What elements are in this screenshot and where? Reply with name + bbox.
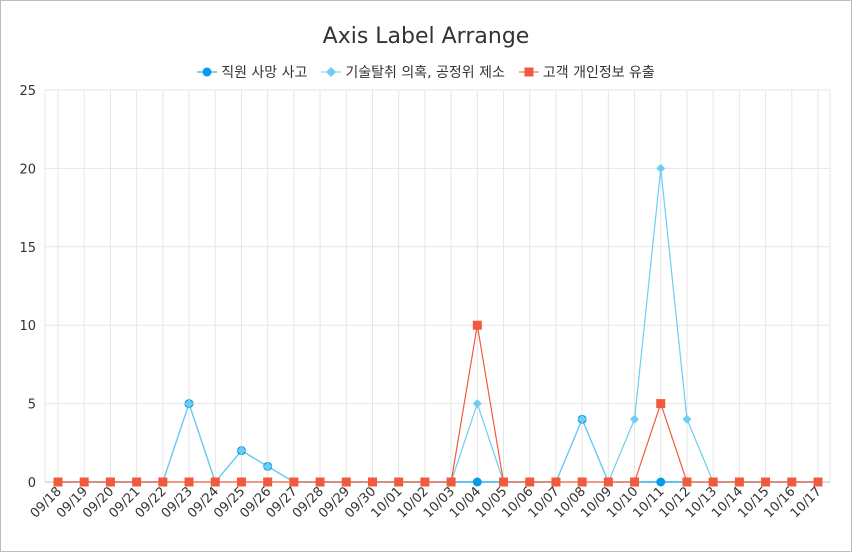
- y-tick-label: 10: [19, 319, 36, 334]
- legend-item-series-1[interactable]: 직원 사망 사고: [197, 62, 307, 82]
- data-point-circle: [656, 477, 666, 487]
- data-point-diamond: [472, 399, 482, 409]
- legend-square-marker-icon: [518, 67, 539, 77]
- y-tick-label: 20: [19, 162, 36, 177]
- data-point-square: [630, 477, 640, 487]
- y-tick-label: 15: [19, 241, 36, 256]
- data-point-diamond: [577, 414, 587, 424]
- legend-label: 직원 사망 사고: [221, 65, 308, 81]
- legend-label: 고객 개인정보 유출: [542, 65, 655, 81]
- data-point-square: [734, 477, 744, 487]
- data-point-square: [263, 477, 273, 487]
- data-point-square: [394, 477, 404, 487]
- data-point-square: [525, 477, 535, 487]
- y-axis: 0 5 10 15 20 25: [19, 84, 36, 491]
- y-tick-label: 0: [28, 476, 36, 491]
- data-point-square: [236, 477, 246, 487]
- data-point-diamond: [263, 461, 273, 471]
- data-point-square: [53, 477, 63, 487]
- data-point-diamond: [630, 414, 640, 424]
- data-point-square: [551, 477, 561, 487]
- legend-diamond-marker-icon: [321, 67, 342, 77]
- legend-item-series-3[interactable]: 고객 개인정보 유출: [518, 62, 655, 82]
- data-point-diamond: [184, 399, 194, 409]
- data-point-square: [184, 477, 194, 487]
- chart-title: Axis Label Arrange: [322, 24, 530, 49]
- data-point-square: [420, 477, 430, 487]
- y-tick-label: 25: [19, 84, 36, 99]
- data-point-square: [472, 320, 482, 330]
- legend: 직원 사망 사고 기술탈취 의혹, 공정위 제소 고객 개인정보 유출: [0, 62, 852, 82]
- data-point-square: [289, 477, 299, 487]
- data-point-diamond: [682, 414, 692, 424]
- grid: [44, 89, 831, 483]
- legend-item-series-2[interactable]: 기술탈취 의혹, 공정위 제소: [321, 62, 505, 82]
- series-line-1: [58, 401, 818, 484]
- data-point-square: [210, 477, 220, 487]
- data-point-square: [367, 477, 377, 487]
- data-point-square: [813, 477, 823, 487]
- data-point-square: [315, 477, 325, 487]
- data-point-square: [708, 477, 718, 487]
- series-markers: [53, 163, 823, 487]
- y-tick-label: 5: [28, 398, 36, 413]
- data-point-square: [158, 477, 168, 487]
- legend-circle-marker-icon: [197, 67, 218, 77]
- x-axis: 09/1809/1909/2009/2109/2209/2309/2409/25…: [28, 484, 825, 521]
- data-point-square: [682, 477, 692, 487]
- data-point-diamond: [656, 163, 666, 173]
- legend-label: 기술탈취 의혹, 공정위 제소: [345, 65, 505, 81]
- data-point-square: [603, 477, 613, 487]
- data-point-square: [341, 477, 351, 487]
- data-point-square: [761, 477, 771, 487]
- data-point-square: [132, 477, 142, 487]
- data-point-square: [499, 477, 509, 487]
- data-point-square: [787, 477, 797, 487]
- data-point-square: [577, 477, 587, 487]
- data-point-circle: [472, 477, 482, 487]
- data-point-square: [446, 477, 456, 487]
- data-point-square: [105, 477, 115, 487]
- data-point-diamond: [236, 446, 246, 456]
- data-point-square: [79, 477, 89, 487]
- data-point-square: [656, 399, 666, 409]
